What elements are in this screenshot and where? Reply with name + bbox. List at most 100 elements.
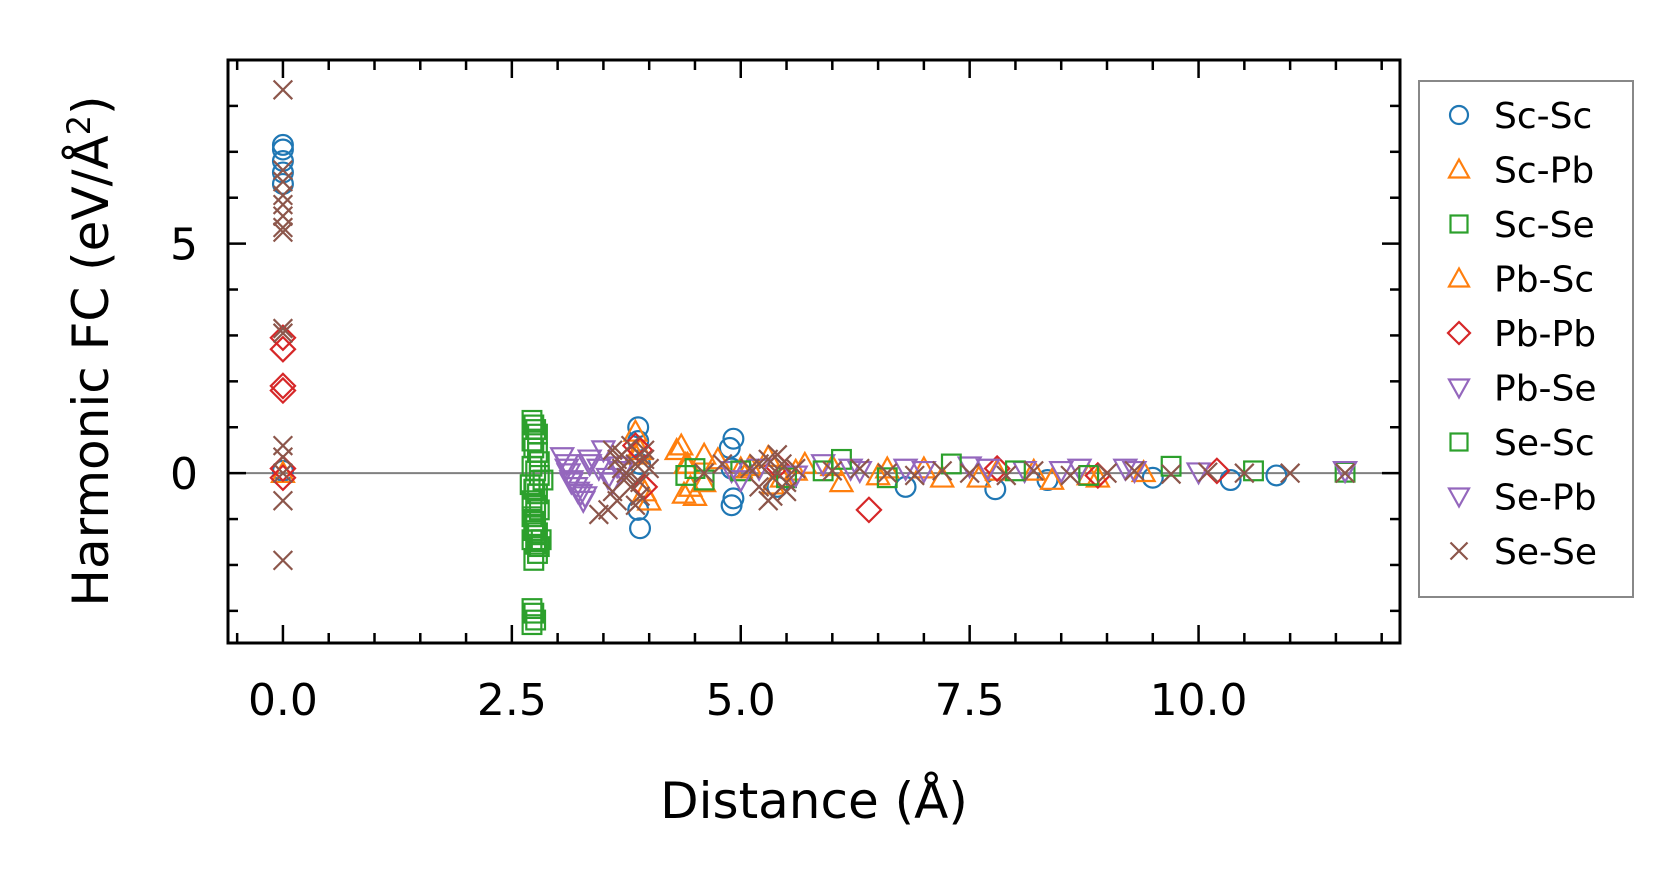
legend-marker [1447,157,1471,179]
point-pb-sc [1020,457,1047,481]
legend-label: Sc-Sc [1494,96,1592,137]
x-tick-label: 0.0 [248,675,318,726]
y-axis-title-end: ) [62,95,120,115]
legend-marker [1449,432,1469,452]
legend-label: Sc-Pb [1494,151,1594,192]
point-pb-pb [269,335,297,363]
legend-label: Pb-Pb [1494,314,1596,355]
point-pb-pb [630,473,659,501]
point-se-se [877,463,898,484]
legend-label: Sc-Se [1494,205,1595,246]
plot-frame [226,58,1402,645]
point-pb-pb [269,324,297,352]
point-se-sc [524,478,546,500]
x-tick-label: 7.5 [935,675,1005,726]
legend-marker [1447,487,1471,509]
point-se-se [620,435,642,456]
point-sc-sc [271,138,294,161]
point-se-se [272,463,294,484]
point-se-se [625,495,646,516]
point-sc-se [523,520,545,541]
point-se-se [1060,465,1081,486]
point-se-pb [553,458,580,482]
point-pb-sc [674,450,701,474]
point-pb-sc [663,436,690,461]
point-se-pb [975,458,1001,482]
point-se-sc [693,469,715,491]
point-se-se [1334,463,1356,484]
point-se-se [1280,463,1301,484]
point-se-se [822,460,843,481]
legend-label: Pb-Sc [1494,260,1594,301]
point-se-pb [570,490,597,514]
point-sc-sc [722,427,745,450]
point-sc-se [521,430,543,452]
point-se-sc [1004,460,1026,482]
legend-item: Se-Pb [1447,478,1597,519]
point-se-se [1096,463,1118,484]
legend-item: Se-Sc [1449,423,1595,464]
point-pb-sc [1130,458,1157,483]
point-se-se [762,467,783,488]
point-pb-se [1066,458,1093,482]
point-pb-pb [269,372,297,400]
point-se-se [785,458,806,479]
point-se-se [712,453,733,475]
point-se-sc [1243,460,1264,482]
point-se-se [272,79,294,100]
point-se-se [1124,460,1145,481]
point-pb-sc [691,469,717,493]
plot-background [228,60,1400,643]
point-se-pb [1112,458,1139,482]
point-se-pb [727,470,754,494]
point-pb-sc [911,455,937,479]
point-se-se [932,460,953,481]
point-se-se [767,444,788,465]
point-se-se [693,463,715,484]
point-se-pb [576,454,603,478]
point-se-se [1023,460,1044,481]
point-pb-se [599,472,626,496]
legend-marker [1449,214,1469,234]
point-se-se [629,472,651,493]
point-pb-pb [269,464,297,492]
point-se-se [272,185,294,206]
point-se-se [1234,463,1255,484]
point-sc-se [527,522,548,544]
legend-item: Pb-Sc [1447,260,1594,301]
point-sc-se [523,602,545,624]
legend-marker [1448,104,1470,126]
point-sc-se [521,598,543,620]
point-pb-se [810,454,837,478]
ticks-layer [228,58,1400,643]
point-sc-sc [720,494,743,517]
y-axis-title-sup: 2 [60,115,98,135]
legend-label: Pb-Se [1494,369,1597,410]
point-sc-pb [668,432,695,456]
x-tick-label: 2.5 [477,675,547,726]
point-sc-se [523,549,545,571]
legend-marker [1447,378,1471,400]
point-sc-sc [629,517,652,540]
point-se-se [272,323,294,344]
x-axis-title: Distance (Å) [660,772,968,830]
point-sc-pb [791,450,818,474]
y-axis-title: Harmonic FC (eV/Å2) [60,95,120,606]
legend-item: Sc-Pb [1447,151,1594,192]
point-se-se [616,463,637,484]
point-sc-se [527,483,548,505]
point-se-se [996,465,1017,486]
legend-label: Se-Se [1494,532,1597,573]
legend-item: Se-Se [1449,532,1597,573]
series-se-se [272,79,1356,571]
point-pb-sc [671,480,697,504]
y-axis-title-main: Harmonic FC (eV/Å [62,135,120,606]
point-sc-se [528,536,550,558]
point-sc-se [525,609,547,631]
point-sc-se [525,494,547,516]
legend-marker [1446,320,1472,346]
point-se-se [272,217,294,238]
point-pb-pb [269,376,297,405]
point-sc-se [521,614,543,636]
x-tick-label: 5.0 [706,675,776,726]
